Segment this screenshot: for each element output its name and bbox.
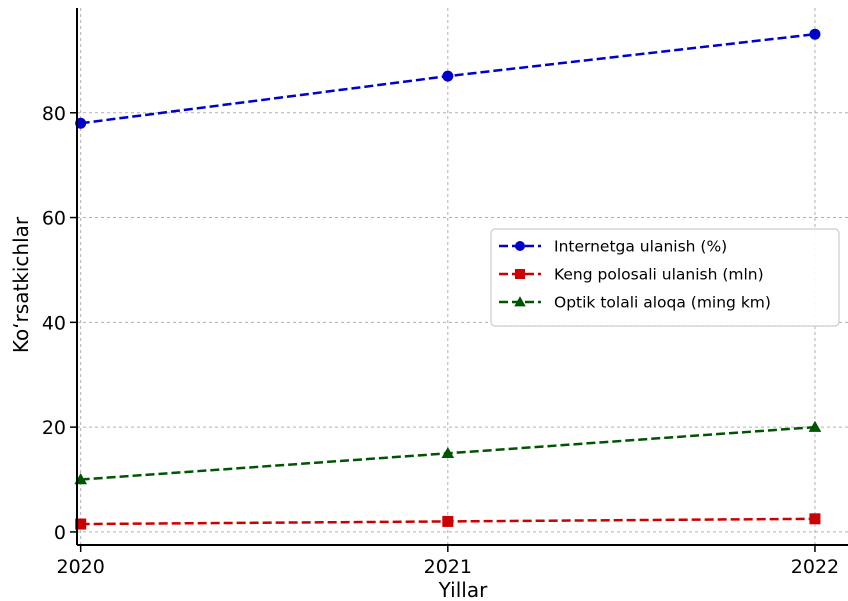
data-point [808,420,822,432]
tick-marks-and-labels: 0 20 40 60 80 2020 2021 2022 [42,103,839,578]
legend-item: Optik tolali aloqa (ming km) [499,294,771,312]
series-lines [74,28,822,530]
legend-label: Optik tolali aloqa (ming km) [554,294,771,312]
legend-label: Keng polosali ulanish (mln) [554,266,764,284]
data-point [441,446,455,459]
x-tick-label: 2021 [424,556,472,578]
legend-label: Internetga ulanish (%) [554,238,727,256]
y-tick-label: 0 [54,522,66,544]
axes [76,8,848,546]
y-tick-label: 80 [42,103,66,125]
data-point [75,518,87,530]
y-axis-title: Ko‘rsatkichlar [9,216,33,353]
data-point [809,513,821,525]
legend-swatch-marker [514,296,526,307]
grid-lines [77,8,848,545]
legend-swatch-marker [515,269,525,279]
legend-item: Internetga ulanish (%) [499,238,727,256]
x-tick-label: 2020 [56,556,104,578]
series-1 [75,28,821,129]
legend-swatch-marker [515,241,525,251]
data-point [442,515,454,527]
x-axis-title: Yillar [438,578,488,601]
y-tick-label: 40 [42,312,66,334]
legend-item: Keng polosali ulanish (mln) [499,266,764,284]
series-2 [75,513,821,530]
legend: Internetga ulanish (%) Keng polosali ulan… [490,228,840,327]
data-point [442,70,454,82]
y-tick-label: 20 [42,417,66,439]
data-point [809,28,821,40]
y-tick-label: 60 [42,208,66,230]
x-tick-label: 2022 [791,556,839,578]
legend-box [490,228,840,327]
